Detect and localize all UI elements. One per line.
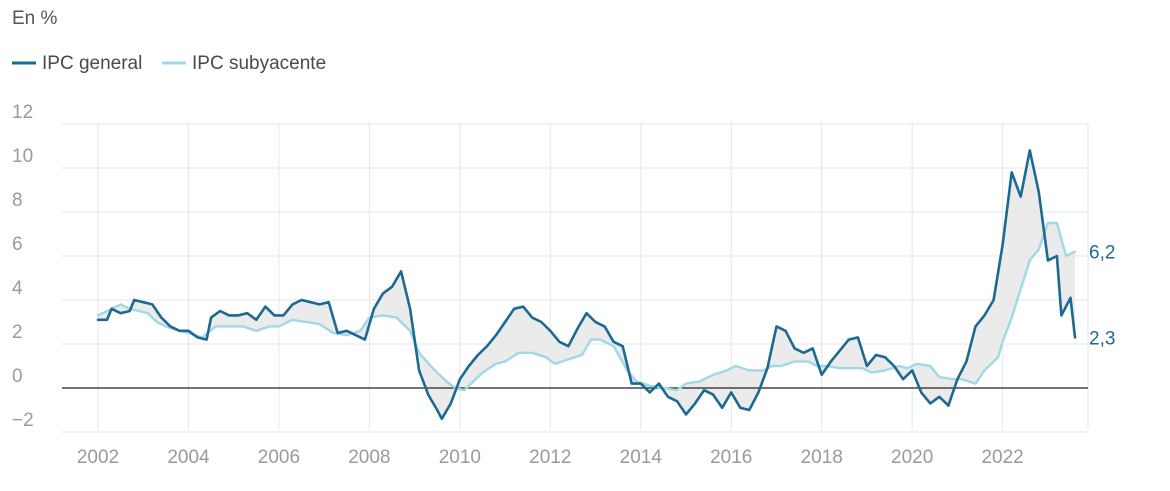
- x-tick-label: 2018: [801, 447, 843, 468]
- y-tick-label: 10: [12, 146, 33, 167]
- x-tick-label: 2010: [439, 447, 481, 468]
- x-tick-label: 2016: [710, 447, 752, 468]
- x-tick-label: 2002: [77, 447, 119, 468]
- gap-area: [98, 150, 1075, 419]
- ipc-subyacente-line: [96, 221, 1077, 392]
- legend-label-ipc-general: IPC general: [42, 53, 142, 74]
- x-tick-label: 2008: [348, 447, 390, 468]
- x-tick-label: 2020: [891, 447, 933, 468]
- series-lines: [96, 149, 1077, 421]
- y-gridlines: [62, 123, 1088, 433]
- y-tick-label: 0: [12, 366, 23, 387]
- x-axis-ticks: 2002 2004 2006 2008 2010 2012 2014 2016 2018 2020…: [77, 447, 1024, 468]
- y-tick-label: 4: [12, 278, 23, 299]
- x-tick-label: 2006: [258, 447, 300, 468]
- x-tick-label: 2022: [981, 447, 1023, 468]
- gap-shading: [98, 150, 1075, 419]
- y-axis-ticks: 12 10 8 6 4 2 0 −2: [12, 102, 34, 431]
- y-tick-label: 2: [12, 322, 23, 343]
- y-tick-label: −2: [12, 410, 34, 431]
- x-tick-label: 2004: [167, 447, 210, 468]
- y-tick-label: 6: [12, 234, 23, 255]
- x-tick-label: 2014: [620, 447, 663, 468]
- end-label-ipc-subyacente: 6,2: [1089, 243, 1115, 264]
- x-tick-label: 2012: [529, 447, 571, 468]
- unit-label: En %: [12, 8, 58, 29]
- y-tick-label: 8: [12, 190, 23, 211]
- y-tick-label: 12: [12, 102, 33, 123]
- ipc-general-line: [96, 149, 1077, 421]
- end-label-ipc-general: 2,3: [1089, 328, 1115, 349]
- end-labels: 2,3 6,2: [1089, 243, 1115, 350]
- legend-label-ipc-subyacente: IPC subyacente: [192, 53, 326, 74]
- legend: IPC general IPC subyacente: [12, 53, 326, 74]
